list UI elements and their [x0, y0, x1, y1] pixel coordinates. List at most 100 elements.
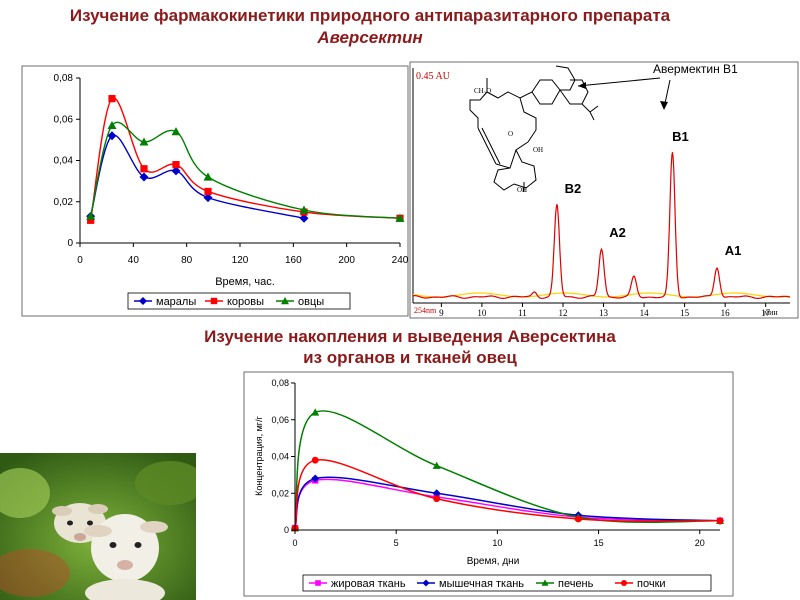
chart3-series-line: [294, 410, 721, 529]
avermectin-structure-drawing: [469, 65, 599, 192]
chart3-data-point: [574, 515, 582, 523]
chart3-data-point: [291, 524, 299, 532]
lambs-photo: [0, 453, 196, 600]
chart3-y-tick-label: 0,06: [271, 415, 289, 425]
chart1-data-point: [299, 205, 309, 214]
chart2-ylabel: 0.45 AU: [416, 71, 451, 82]
structure-oxygen-label: O: [508, 130, 513, 138]
chart2-x-tick-label: 12: [558, 308, 567, 318]
chart1-data-point: [171, 127, 181, 136]
chart2-x-tick-label: 10: [477, 308, 487, 318]
chart3-data-point: [716, 517, 724, 525]
chart3-data-point: [311, 456, 319, 464]
chromatogram-baseline: [412, 292, 791, 298]
chart3-y-axis-label: Концентрация, мг/г: [254, 415, 264, 495]
chart1-x-tick-label: 0: [77, 255, 83, 266]
chart2-frame: [409, 61, 799, 319]
chart3-data-point: [291, 524, 299, 533]
chart1-data-point: [395, 213, 405, 222]
structure-oh-label-1: OH: [517, 186, 527, 194]
chart1-data-point: [87, 216, 95, 224]
chart3-data-point: [311, 408, 320, 416]
peak-label: A2: [609, 225, 626, 240]
chart3-data-point: [716, 517, 724, 525]
chart1-series-line: [89, 97, 401, 221]
chart3-legend-label: жировая ткань: [331, 578, 406, 590]
chart1-data-point: [171, 166, 181, 176]
chart1-data-point: [203, 193, 213, 203]
chart1-legend-label: коровы: [227, 296, 264, 308]
chart3-data-point: [291, 524, 299, 532]
compound-arrow-2-head: [660, 101, 668, 110]
chart3-series-line: [294, 476, 721, 529]
chart3-data-point: [312, 477, 319, 484]
chart2-x-axis-label: мин: [764, 308, 778, 317]
chart2-x-tick-label: 14: [640, 308, 650, 318]
chart3-legend-label: мышечная ткань: [439, 578, 524, 590]
chart3-legend-marker: [621, 580, 627, 586]
chart1-legend-marker: [139, 297, 147, 305]
chart3-series-line: [294, 478, 721, 529]
chart3-legend-label: печень: [558, 578, 594, 590]
chart1-legend-label: овцы: [298, 296, 324, 308]
chart1-data-point: [172, 161, 180, 169]
chart3-data-point: [575, 513, 582, 521]
chart3-legend: [302, 574, 712, 592]
chart3-data-point: [432, 461, 441, 469]
chart1-data-point: [299, 213, 309, 223]
chart1-data-point: [204, 187, 212, 196]
chart1-data-point: [107, 120, 117, 130]
chart3-legend-marker: [315, 580, 321, 586]
chart1-x-tick-label: 40: [128, 255, 140, 266]
chart3-data-point: [433, 495, 441, 503]
chart1-data-point: [86, 211, 96, 220]
chart1-data-point: [300, 208, 308, 216]
chart2-x-tick-label: 11: [518, 308, 527, 318]
chart3-frame: [243, 371, 734, 597]
chart3-data-point: [291, 524, 299, 532]
structure-oh-label-2: OH: [533, 146, 543, 154]
chart1-y-tick-label: 0,02: [54, 197, 74, 208]
compound-arrow-1-head: [578, 82, 586, 89]
chart1-data-point: [396, 214, 404, 222]
chart3-y-tick-label: 0,04: [271, 452, 289, 462]
chart1-y-tick-label: 0,06: [54, 114, 74, 125]
chart1-data-point: [108, 95, 116, 103]
compound-arrow-2: [663, 79, 671, 109]
chart1-legend-marker: [281, 297, 289, 305]
chart3-data-point: [716, 516, 724, 525]
peak-label: A1: [725, 243, 742, 258]
chromatogram-trace: [412, 152, 791, 299]
chart1-data-point: [140, 165, 148, 173]
chart3-x-tick-label: 0: [292, 538, 297, 548]
chart1-legend-label: маралы: [156, 296, 196, 308]
chart3-x-axis-label: Время, дни: [467, 556, 520, 567]
chart3-data-point: [432, 489, 441, 498]
chart3-x-tick-label: 20: [695, 538, 705, 548]
chart1-y-tick-label: 0: [67, 238, 73, 249]
chart2-x-tick-label: 17: [761, 308, 771, 318]
chart3-x-tick-label: 15: [594, 538, 604, 548]
chart3-data-point: [716, 516, 724, 525]
peak-label: B2: [565, 181, 582, 196]
middle-title-line2: из органов и тканей овец: [303, 348, 517, 367]
chart1-x-tick-label: 240: [392, 255, 409, 266]
chart3-y-tick-label: 0,02: [271, 488, 289, 498]
chart3-data-point: [433, 493, 440, 501]
chart1-y-tick-label: 0,04: [54, 156, 74, 167]
chart3-x-tick-label: 10: [492, 538, 502, 548]
chart2-x-tick-label: 16: [721, 308, 731, 318]
chart1-legend: [127, 292, 351, 310]
chart1-data-point: [203, 172, 213, 181]
chart1-x-axis-label: Время, час.: [215, 276, 275, 288]
middle-title-line1: Изучение накопления и выведения Аверсект…: [204, 327, 616, 346]
top-title-line1: Изучение фармакокинетики природного анти…: [69, 6, 671, 25]
chart1-frame: [21, 65, 409, 317]
chart3-legend-label: почки: [637, 578, 666, 590]
compound-name-label: Авермектин B1: [653, 62, 738, 76]
chart3-legend-marker: [422, 579, 430, 587]
chart3-series-line: [294, 458, 721, 529]
chart3-y-tick-label: 0: [284, 525, 289, 535]
chart2-x-tick-label: 15: [680, 308, 690, 318]
structure-methoxy-label: CH₃O: [474, 87, 491, 95]
